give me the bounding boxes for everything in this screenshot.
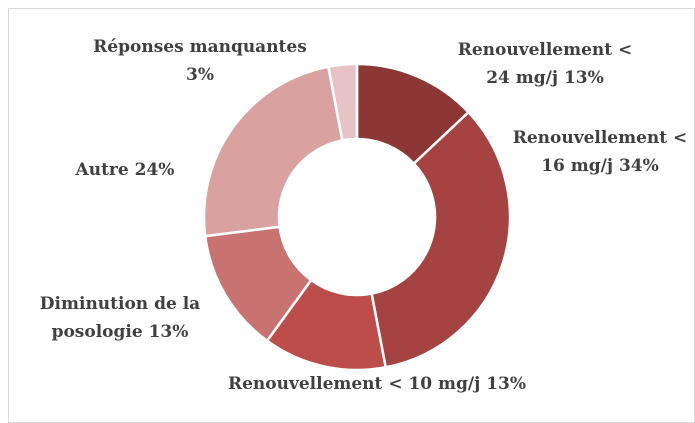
value-label: 34%: [618, 156, 659, 176]
value-label: 24%: [134, 160, 175, 180]
slice: [370, 110, 512, 369]
slice-label: Renouvellement < 16 mg/j 34%: [510, 124, 690, 180]
category-label: Autre: [75, 160, 129, 180]
slice-label: Diminution de la posologie 13%: [20, 290, 220, 346]
slice-label: Renouvellement < 24 mg/j 13%: [455, 36, 635, 92]
slice-label: Autre 24%: [25, 156, 225, 184]
slice: [326, 62, 359, 142]
category-label: Renouvellement < 16 mg/j: [512, 128, 688, 176]
category-label: Renouvellement < 10 mg/j: [227, 374, 481, 394]
slice: [202, 65, 344, 238]
category-label: Renouvellement < 24 mg/j: [457, 40, 633, 88]
slice-label: Renouvellement < 10 mg/j 13%: [177, 370, 577, 398]
slice-label: Réponses manquantes 3%: [80, 33, 320, 89]
value-label: 13%: [148, 322, 189, 342]
value-label: 13%: [563, 68, 604, 88]
category-label: Réponses manquantes: [93, 37, 307, 57]
slices: [202, 62, 512, 372]
category-label: Diminution de la posologie: [39, 294, 201, 342]
value-label: 13%: [486, 374, 527, 394]
value-label: 3%: [186, 65, 214, 85]
